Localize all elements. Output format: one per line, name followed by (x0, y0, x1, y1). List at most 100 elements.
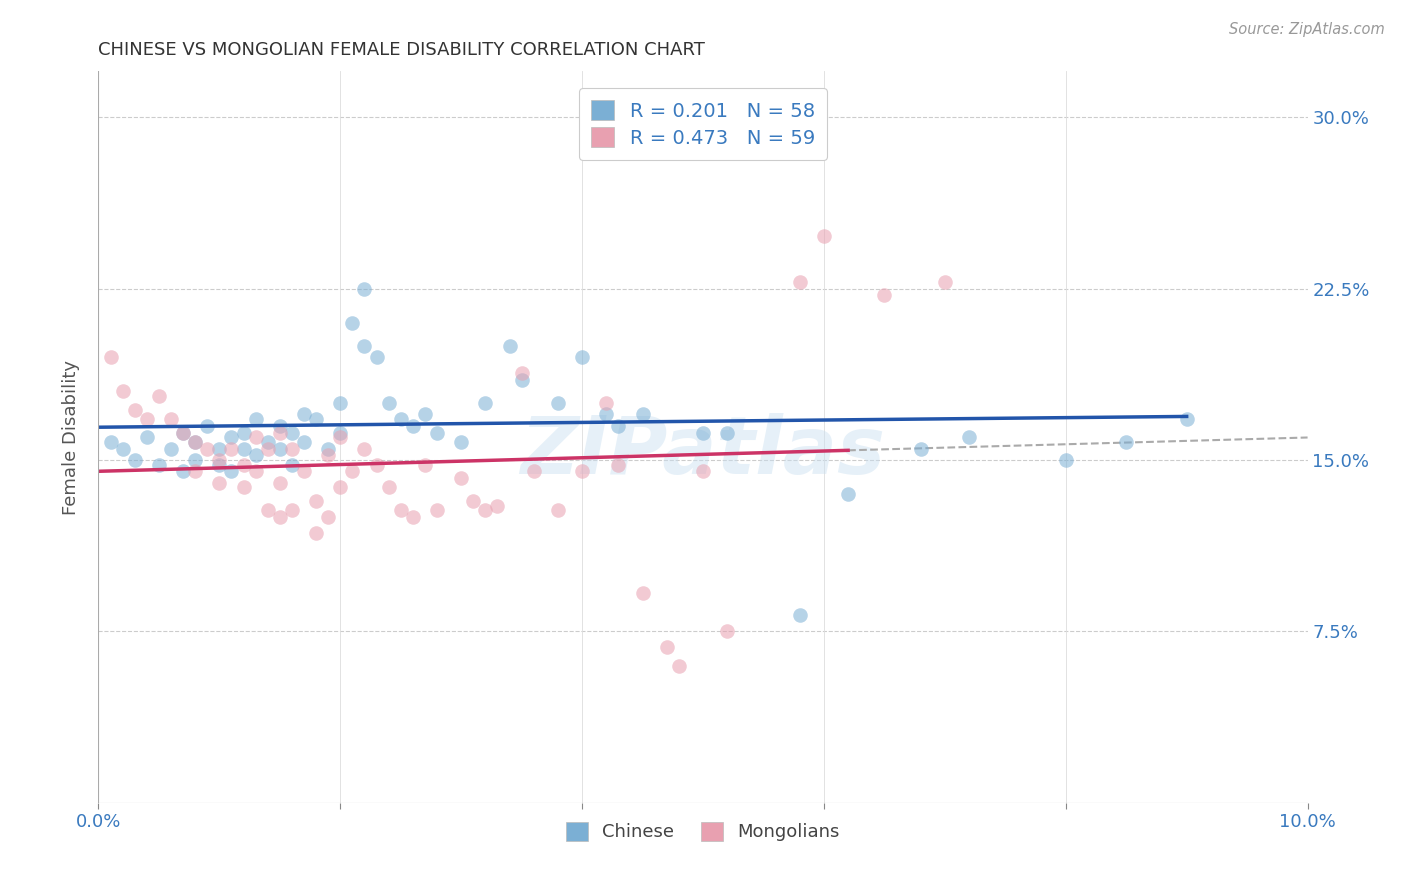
Point (329, 396, 352, 410)
Point (232, 425, 254, 440)
Point (402, 418, 425, 433)
Point (692, 464, 714, 478)
Point (571, 350, 593, 364)
Point (692, 425, 714, 440)
Point (342, 316, 364, 330)
Point (208, 442, 231, 456)
Point (208, 475, 231, 490)
Point (245, 464, 267, 478)
Point (1054, 453, 1077, 467)
Point (256, 503, 278, 517)
Point (148, 458, 170, 472)
Point (316, 510, 339, 524)
Point (377, 480, 399, 494)
Point (547, 396, 569, 410)
Point (837, 487, 859, 501)
Point (269, 510, 291, 524)
Point (450, 434, 472, 449)
Point (124, 453, 146, 467)
Point (510, 373, 533, 387)
Point (571, 464, 593, 478)
Point (245, 412, 267, 426)
Point (245, 449, 267, 463)
Point (607, 458, 630, 472)
Point (305, 412, 328, 426)
Point (184, 434, 207, 449)
Point (607, 418, 630, 433)
Point (305, 494, 328, 508)
Point (232, 458, 254, 472)
Point (1115, 434, 1137, 449)
Point (292, 434, 315, 449)
Point (111, 442, 134, 456)
Point (184, 453, 207, 467)
Point (716, 624, 738, 639)
Point (160, 442, 183, 456)
Point (305, 526, 328, 541)
Point (366, 458, 388, 472)
Point (124, 402, 146, 417)
Point (281, 425, 304, 440)
Point (245, 430, 267, 444)
Point (631, 585, 654, 599)
Point (329, 425, 352, 440)
Point (135, 412, 157, 426)
Point (934, 275, 956, 289)
Point (172, 425, 194, 440)
Point (172, 464, 194, 478)
Point (316, 449, 339, 463)
Point (366, 350, 388, 364)
Point (463, 494, 485, 508)
Point (148, 389, 170, 403)
Point (195, 418, 218, 433)
Point (474, 396, 496, 410)
Point (269, 418, 291, 433)
Point (208, 458, 231, 472)
Point (100, 434, 122, 449)
Point (910, 442, 932, 456)
Point (292, 464, 315, 478)
Point (184, 434, 207, 449)
Point (232, 442, 254, 456)
Point (498, 338, 520, 352)
Point (389, 503, 412, 517)
Point (316, 442, 339, 456)
Y-axis label: Female Disability: Female Disability (62, 359, 80, 515)
Point (813, 229, 835, 244)
Point (269, 475, 291, 490)
Point (256, 434, 278, 449)
Point (292, 407, 315, 421)
Point (281, 458, 304, 472)
Point (413, 407, 436, 421)
Point (184, 464, 207, 478)
Point (281, 503, 304, 517)
Point (329, 480, 352, 494)
Point (668, 658, 690, 673)
Point (389, 412, 412, 426)
Point (957, 430, 980, 444)
Point (353, 281, 375, 295)
Point (135, 430, 157, 444)
Text: ZIPatlas: ZIPatlas (520, 413, 886, 491)
Point (426, 425, 449, 440)
Point (486, 499, 509, 513)
Point (269, 425, 291, 440)
Point (329, 430, 352, 444)
Point (281, 442, 304, 456)
Point (655, 640, 678, 655)
Point (377, 396, 399, 410)
Point (160, 412, 183, 426)
Point (221, 430, 243, 444)
Point (256, 442, 278, 456)
Point (413, 458, 436, 472)
Point (873, 288, 896, 302)
Point (631, 407, 654, 421)
Point (716, 425, 738, 440)
Point (269, 442, 291, 456)
Point (1175, 412, 1198, 426)
Point (474, 503, 496, 517)
Point (789, 608, 811, 623)
Point (547, 503, 569, 517)
Point (668, 133, 690, 147)
Point (195, 442, 218, 456)
